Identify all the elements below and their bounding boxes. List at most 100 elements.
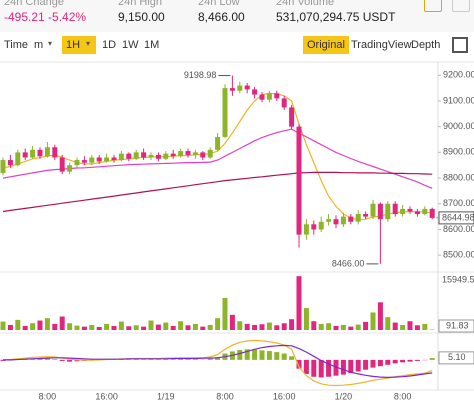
macd-bar	[311, 359, 317, 377]
y-tick-label: 8800.00	[443, 172, 474, 182]
candle-body	[81, 160, 87, 163]
volume-bar	[400, 324, 406, 330]
volume-bar	[44, 318, 50, 330]
toolbar-button[interactable]: Time	[4, 39, 29, 51]
candle-body	[30, 149, 36, 158]
volume-bar	[422, 323, 428, 330]
candle-body	[385, 203, 391, 220]
volume-max-label: 15949.56	[442, 274, 474, 284]
macd-bar	[363, 359, 369, 370]
y-tick-label: 9100.00	[443, 95, 474, 105]
y-tick-label: 8600.00	[443, 224, 474, 234]
volume-bar	[363, 321, 369, 330]
toolbar-button[interactable]: m	[34, 39, 44, 51]
candle-body	[163, 153, 169, 159]
stat-value: 8,466.00	[198, 10, 245, 24]
candle-body	[355, 214, 361, 222]
stat-label: 24h Change	[4, 0, 64, 8]
macd-bar	[52, 359, 58, 360]
candle-body	[96, 157, 102, 162]
volume-bar	[392, 322, 398, 330]
candle-body	[422, 208, 428, 215]
candle-body	[289, 107, 295, 127]
candle-body	[222, 88, 228, 137]
volume-last-box	[438, 319, 474, 333]
candle-body	[126, 153, 132, 159]
macd-bar	[289, 356, 295, 360]
settings-icon[interactable]	[452, 0, 470, 12]
macd-last-label: 5.10	[448, 352, 466, 362]
candle-body	[252, 89, 258, 95]
toolbar-button[interactable]: 1D	[102, 39, 117, 51]
macd-bar	[296, 359, 302, 369]
candle-body	[7, 160, 13, 166]
macd-bar	[414, 359, 420, 361]
stat: 24h Change -495.21 -5.42%	[4, 0, 86, 24]
volume-bar	[192, 323, 198, 330]
stat: 24h High 9,150.00	[118, 0, 165, 24]
volume-bar	[252, 324, 258, 330]
y-tick-label: 9200.00	[443, 70, 474, 80]
volume-bar	[0, 321, 6, 330]
toolbar-button[interactable]: 1M	[144, 39, 160, 51]
stat-label: 24h High	[118, 0, 163, 8]
toolbar-button[interactable]: 1H	[62, 36, 96, 54]
volume-bar	[170, 325, 176, 330]
macd-bar	[259, 350, 265, 360]
fullscreen-icon[interactable]	[452, 37, 468, 53]
stat: 24h Low 8,466.00	[198, 0, 245, 24]
candle-body	[392, 203, 398, 215]
x-tick-label: 1/20	[335, 391, 353, 401]
moving-average	[2, 92, 433, 221]
macd-bar	[326, 359, 332, 377]
volume-bar	[155, 324, 161, 330]
candle-body	[22, 152, 28, 158]
toolbar-button[interactable]: Depth	[411, 39, 441, 51]
macd-bar	[37, 358, 43, 360]
candle-body	[118, 153, 124, 161]
volume-bar	[222, 297, 228, 330]
theme-icon[interactable]	[424, 0, 442, 12]
candle-body	[178, 151, 184, 157]
volume-bar	[318, 323, 324, 330]
macd-bar	[163, 359, 169, 360]
macd-bar	[266, 351, 272, 360]
candle-body	[281, 98, 287, 108]
volume-bar	[67, 323, 73, 330]
toolbar-button[interactable]: TradingView	[351, 39, 412, 51]
volume-bar	[333, 325, 339, 330]
candle-body	[207, 149, 213, 158]
candle-body	[370, 203, 376, 217]
volume-bar	[148, 320, 154, 330]
dropdown-arrow: ▾	[48, 39, 53, 48]
toolbar-button[interactable]: Original	[303, 36, 349, 54]
candle-body	[215, 136, 221, 150]
macd-bar	[59, 359, 65, 361]
candle-body	[133, 152, 139, 159]
macd-bar	[407, 359, 413, 362]
volume-bar	[385, 317, 391, 330]
volume-last-label: 91.83	[446, 320, 469, 330]
macd-bar	[318, 359, 324, 378]
macd-last-box	[438, 351, 474, 365]
volume-bar	[259, 324, 265, 330]
volume-bar	[289, 319, 295, 330]
y-tick-label: 9000.00	[443, 121, 474, 131]
candle-body	[200, 152, 206, 158]
macd-bar	[237, 350, 243, 360]
candle-body	[104, 157, 110, 162]
candle-body	[429, 208, 435, 218]
candle-body	[74, 160, 80, 166]
macd-bar	[215, 357, 221, 360]
x-tick-label: 8:00	[39, 391, 57, 401]
stat-label: 24h Low	[198, 0, 240, 8]
candle-body	[259, 94, 265, 100]
candle-body	[244, 85, 250, 90]
toolbar-button[interactable]: 1W	[122, 39, 139, 51]
dropdown-arrow: ▾	[86, 39, 91, 48]
macd-bar	[252, 349, 258, 360]
macd-bar	[207, 358, 213, 360]
candle-body	[296, 126, 302, 235]
macd-bar	[274, 352, 280, 360]
